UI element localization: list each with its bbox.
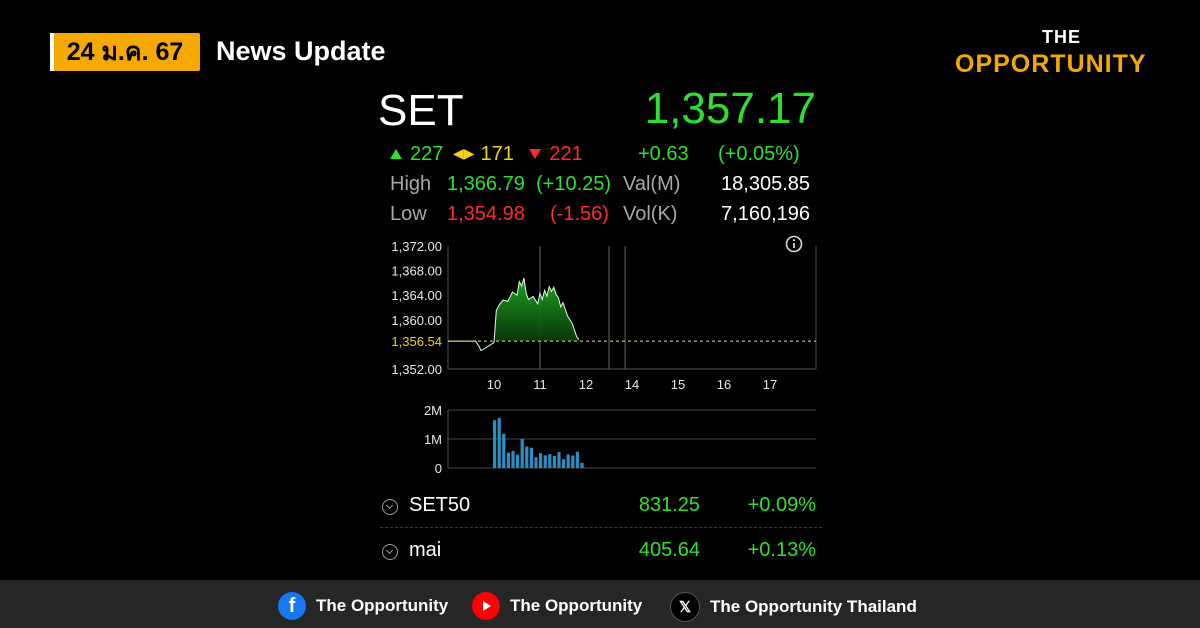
high-label: High [390, 173, 432, 195]
volume-bar [562, 459, 566, 468]
volume-bar [493, 420, 497, 468]
index-row-set50[interactable]: SET50 831.25 +0.09% [380, 490, 822, 530]
y-tick-label: 1,364.00 [391, 288, 442, 303]
youtube-label: The Opportunity [510, 596, 643, 615]
volume-bar [552, 455, 556, 468]
brand-logo-opportunity: OPPORTUNITY [955, 50, 1147, 78]
index-row-name: SET50 [409, 494, 471, 516]
volume-bar [511, 450, 515, 468]
volume-bar [516, 454, 520, 468]
volume-bar [502, 433, 506, 468]
index-row-mai[interactable]: mai 405.64 +0.13% [380, 535, 822, 575]
volume-bar [497, 418, 501, 468]
low-change: (-1.56) [550, 203, 609, 225]
declines-count: 221 [549, 143, 583, 165]
high-change: (+10.25) [536, 173, 612, 195]
volume-bar [543, 455, 547, 468]
index-row-name: mai [409, 539, 442, 561]
unchanged-arrow-icon: ◀▶ [452, 145, 475, 161]
y-tick-label: 1,372.00 [391, 239, 442, 254]
facebook-link[interactable]: f The Opportunity [278, 592, 448, 620]
news-update-title: News Update [216, 36, 386, 66]
low-value: 1,354.98 [447, 203, 525, 225]
expand-chevron-icon[interactable] [382, 499, 398, 515]
volume-bar [566, 454, 570, 468]
price-line [448, 277, 580, 352]
price-chart: 1,372.00 1,368.00 1,364.00 1,360.00 1,356.54… [391, 235, 817, 392]
youtube-icon [472, 592, 500, 620]
x-icon: 𝕏 [670, 592, 700, 622]
x-label: The Opportunity Thailand [710, 597, 917, 616]
breadth-row: 227 ◀▶ 171 221 [390, 143, 583, 166]
advance-arrow-icon [390, 149, 402, 159]
advances-count: 227 [410, 143, 444, 165]
index-row-change: +0.13% [747, 539, 816, 561]
facebook-label: The Opportunity [316, 596, 449, 615]
value-label: Val(M) [623, 173, 681, 195]
x-tick-label: 12 [579, 377, 593, 392]
facebook-icon: f [278, 592, 306, 620]
date-text: 24 ม.ค. 67 [66, 38, 184, 66]
volume-bar [520, 439, 524, 468]
volume-chart: 2M 1M 0 [424, 403, 816, 476]
volume-bar [529, 447, 533, 468]
change-percent: (+0.05%) [718, 143, 800, 165]
volume-y-tick-label: 1M [424, 432, 442, 447]
volume-amount: 7,160,196 [721, 203, 810, 225]
volume-label: Vol(K) [623, 203, 678, 225]
y-tick-label: 1,352.00 [391, 362, 442, 377]
x-tick-label: 17 [763, 377, 777, 392]
x-tick-label: 11 [533, 377, 547, 392]
x-link[interactable]: 𝕏 The Opportunity Thailand [670, 592, 917, 622]
volume-y-tick-label: 2M [424, 403, 442, 418]
index-row-value: 405.64 [638, 539, 700, 561]
decline-arrow-icon [529, 149, 542, 159]
volume-bar [539, 453, 543, 468]
volume-bar [575, 451, 579, 468]
y-tick-label: 1,356.54 [391, 334, 442, 349]
volume-bar [580, 462, 584, 468]
brand-logo-the: THE [1042, 27, 1081, 47]
volume-y-tick-label: 0 [435, 461, 442, 476]
index-name: SET [378, 86, 464, 135]
index-row-value: 831.25 [638, 494, 700, 516]
info-icon[interactable] [785, 235, 803, 253]
index-price: 1,357.17 [644, 84, 816, 133]
high-value: 1,366.79 [447, 173, 525, 195]
expand-chevron-icon[interactable] [382, 544, 398, 560]
volume-bar [548, 454, 552, 468]
volume-bar [571, 455, 575, 468]
change-value: +0.63 [638, 143, 689, 165]
volume-bar [506, 452, 510, 468]
low-label: Low [390, 203, 427, 225]
x-tick-label: 15 [671, 377, 685, 392]
value-amount: 18,305.85 [721, 173, 810, 195]
price-area [494, 278, 580, 343]
volume-bar [525, 446, 529, 468]
volume-bar [534, 457, 538, 468]
social-footer [0, 580, 1200, 628]
row-divider [380, 527, 822, 528]
y-tick-label: 1,368.00 [391, 264, 442, 279]
y-tick-label: 1,360.00 [391, 313, 442, 328]
x-tick-label: 16 [717, 377, 731, 392]
volume-bar [557, 452, 561, 468]
index-row-change: +0.09% [747, 494, 816, 516]
unchanged-count: 171 [480, 143, 514, 165]
x-tick-label: 10 [487, 377, 501, 392]
x-tick-label: 14 [625, 377, 639, 392]
date-badge: 24 ม.ค. 67 [50, 33, 200, 71]
youtube-link[interactable]: The Opportunity [472, 592, 642, 620]
